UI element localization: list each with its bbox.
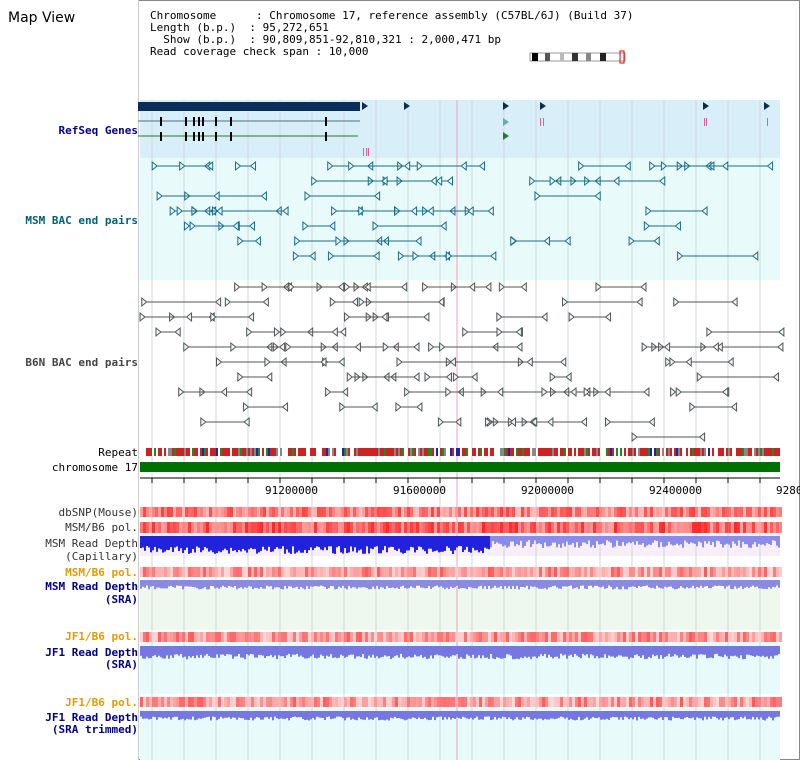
label-dbsnp: dbSNP(Mouse) <box>58 506 138 519</box>
chromosome-bar <box>140 462 780 472</box>
axis-tick-label: 91200000 <box>265 484 318 497</box>
length-value: 95,272,651 <box>262 21 329 34</box>
label-msm-depth-sra-1: MSM Read Depth <box>45 580 138 593</box>
label-msm-bac[interactable]: MSM BAC end pairs <box>25 214 138 227</box>
coverage-label: Read coverage check span : <box>150 45 329 58</box>
label-msm-depth-sra-2: (SRA) <box>104 593 138 606</box>
label-msm-depth-cap-2: (Capillary) <box>65 550 138 563</box>
axis-tick-label: 92400000 <box>649 484 702 497</box>
label-msm-depth-cap-1: MSM Read Depth <box>45 537 138 550</box>
axis-tick-label: 91600000 <box>393 484 446 497</box>
track-label-column <box>0 0 139 760</box>
region-info: Chromosome : Chromosome 17, reference as… <box>150 10 633 58</box>
page-title: Map View <box>8 10 76 26</box>
ideogram-position-marker <box>619 50 625 64</box>
axis-tick-label: 9280 <box>776 484 800 497</box>
axis-tick-label: 92000000 <box>521 484 574 497</box>
label-chromosome: chromosome 17 <box>51 461 138 474</box>
label-msm-b6-pol: MSM/B6 pol. <box>65 521 138 534</box>
msm-bac-track-bg <box>140 158 780 280</box>
chromosome-label: Chromosome : <box>150 9 270 22</box>
msm-sra-depth-bg <box>140 588 780 630</box>
label-jf1-pol: JF1/B6 pol. <box>65 630 138 643</box>
gene-block <box>138 102 360 111</box>
show-value: 90,809,851-92,810,321 : 2,000,471 bp <box>262 33 502 46</box>
label-jf1-depth-sra-1: JF1 Read Depth <box>45 646 138 659</box>
chromosome-value: Chromosome 17, reference assembly (C57BL… <box>269 9 634 22</box>
label-jf1-depth-sra-2: (SRA) <box>104 658 138 671</box>
label-refseq-genes[interactable]: RefSeq Genes <box>58 124 138 137</box>
length-label: Length (b.p.) : <box>150 21 263 34</box>
coverage-value: 10,000 <box>328 45 369 58</box>
label-b6n-bac[interactable]: B6N BAC end pairs <box>25 356 138 369</box>
label-jf1-depth-trim-1: JF1 Read Depth <box>45 711 138 724</box>
label-repeat: Repeat <box>98 446 138 459</box>
label-msm-b6-pol-2: MSM/B6 pol. <box>65 566 138 579</box>
show-label: Show (b.p.) : <box>150 33 263 46</box>
label-jf1-depth-trim-2: (SRA trimmed) <box>51 723 138 736</box>
label-jf1-pol-2: JF1/B6 pol. <box>65 696 138 709</box>
